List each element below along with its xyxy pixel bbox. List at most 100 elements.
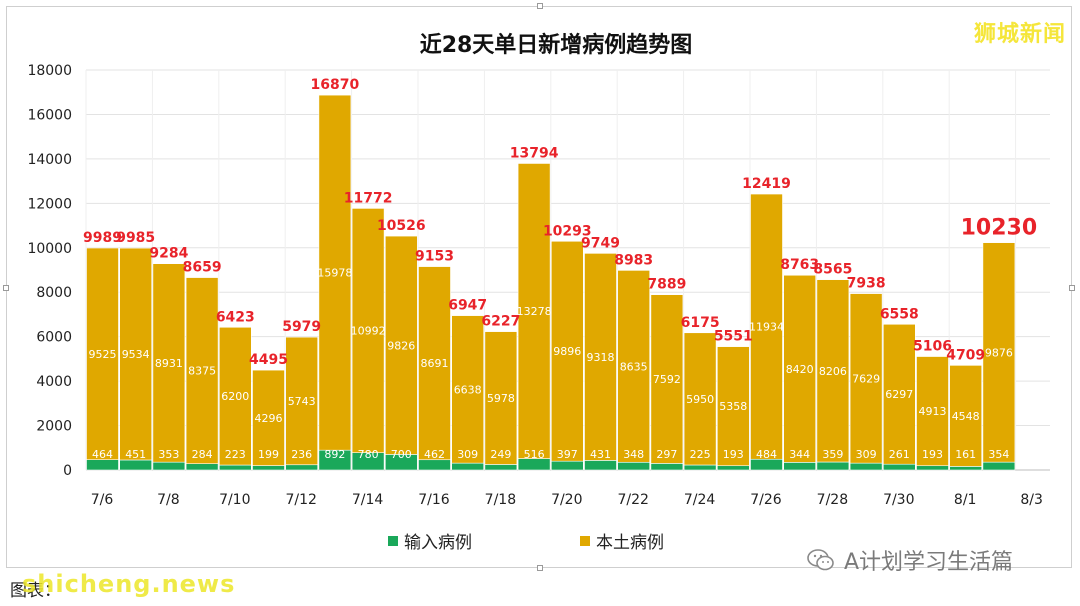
data-label-imported: 225: [690, 448, 711, 461]
bar-imported: [86, 459, 119, 471]
y-tick-label: 16000: [27, 107, 72, 123]
data-label-imported: 397: [557, 448, 578, 461]
bar-imported: [982, 461, 1016, 471]
data-label-imported: 236: [291, 448, 312, 461]
bar-imported: [716, 465, 750, 471]
data-label-total: 6423: [216, 309, 255, 325]
data-label-imported: 451: [125, 448, 146, 461]
data-label-total: 10293: [543, 223, 592, 239]
data-label-local: 9318: [587, 351, 615, 364]
bar-local: [252, 369, 285, 466]
bar-imported: [119, 459, 152, 471]
bar-local: [351, 208, 385, 453]
y-tick-label: 14000: [27, 152, 72, 168]
data-label-imported: 484: [756, 448, 777, 461]
resize-handle-left-middle[interactable]: [3, 285, 9, 291]
bar-local: [451, 315, 485, 464]
legend: 输入病例 本土病例: [388, 528, 664, 553]
bar-local: [384, 235, 418, 455]
data-label-imported: 249: [490, 448, 511, 461]
bar-imported: [185, 463, 219, 471]
data-label-local: 11934: [749, 321, 784, 334]
y-tick-label: 10000: [27, 241, 72, 257]
data-label-imported: 431: [590, 448, 611, 461]
resize-handle-top-center[interactable]: [537, 3, 543, 9]
data-label-total: 10230: [961, 216, 1038, 241]
bar-local: [484, 331, 518, 465]
data-label-local: 15978: [317, 267, 352, 280]
y-tick-label: 0: [63, 463, 72, 479]
data-label-total: 13794: [510, 145, 559, 161]
data-labels: 464 9525 9989 451 9534 9985 353 8931 9284 284 8375…: [83, 77, 1037, 461]
data-label-total: 5551: [714, 329, 753, 345]
data-label-total: 5106: [913, 339, 952, 355]
data-label-imported: 354: [988, 448, 1009, 461]
data-label-local: 6638: [454, 383, 482, 396]
source-label: 图表：: [10, 581, 61, 601]
bar-imported: [285, 464, 319, 471]
data-label-local: 6200: [221, 390, 249, 403]
bar-imported: [683, 464, 717, 471]
data-label-imported: 161: [955, 448, 976, 461]
resize-handle-right-middle[interactable]: [1069, 285, 1075, 291]
data-label-imported: 223: [225, 448, 246, 461]
data-label-imported: 462: [424, 448, 445, 461]
data-label-total: 8565: [813, 262, 852, 278]
x-tick-label: 7/14: [352, 492, 384, 508]
bar-local: [318, 94, 352, 451]
bar-local: [418, 266, 451, 461]
data-label-imported: 261: [889, 448, 910, 461]
x-tick-label: 7/12: [285, 492, 316, 508]
bar-imported: [816, 461, 850, 471]
bar-local: [617, 270, 651, 463]
x-tick-label: 8/3: [1020, 492, 1043, 508]
data-label-imported: 516: [524, 448, 545, 461]
data-label-local: 8635: [620, 360, 648, 373]
y-tick-label: 6000: [36, 330, 72, 346]
data-label-total: 9989: [83, 230, 122, 246]
bar-local: [152, 263, 186, 463]
data-label-local: 8420: [786, 363, 814, 376]
bar-local: [816, 279, 850, 463]
x-tick-label: 7/26: [750, 492, 782, 508]
x-tick-label: 7/10: [219, 492, 250, 508]
bar-imported: [550, 460, 584, 471]
x-tick-label: 8/1: [954, 492, 977, 508]
data-label-local: 5950: [686, 393, 714, 406]
bar-local: [119, 247, 152, 461]
data-label-local: 10992: [351, 325, 386, 338]
y-tick-label: 4000: [36, 374, 72, 390]
bars: [86, 94, 1016, 471]
data-label-local: 9896: [553, 345, 581, 358]
x-axis-ticks: 7/6 7/8 7/10 7/12 7/14 7/16 7/18 7/20 7/22 7/24 7/…: [91, 492, 1043, 508]
data-label-local: 9525: [89, 348, 117, 361]
legend-item-local: 本土病例: [580, 528, 664, 553]
x-tick-label: 7/24: [684, 492, 716, 508]
data-label-total: 6558: [880, 306, 919, 322]
x-tick-label: 7/30: [883, 492, 914, 508]
data-label-total: 4495: [249, 352, 288, 368]
y-tick-label: 12000: [27, 196, 72, 212]
data-label-imported: 309: [856, 448, 877, 461]
resize-handle-bottom-center[interactable]: [537, 565, 543, 571]
bar-local: [949, 365, 983, 467]
y-tick-label: 2000: [36, 419, 72, 435]
data-label-local: 9826: [387, 339, 415, 352]
data-label-local: 8206: [819, 365, 847, 378]
bar-imported: [451, 462, 485, 471]
data-label-imported: 193: [922, 448, 943, 461]
bar-local: [750, 193, 783, 460]
data-label-local: 5743: [288, 395, 316, 408]
data-label-total: 10526: [377, 218, 426, 234]
bar-imported: [418, 459, 451, 471]
data-label-imported: 700: [391, 448, 412, 461]
bar-imported: [916, 465, 949, 471]
bar-local: [285, 336, 319, 466]
bar-local: [849, 293, 883, 464]
data-label-total: 11772: [344, 190, 393, 206]
data-label-local: 7629: [852, 372, 880, 385]
x-tick-label: 7/18: [485, 492, 516, 508]
bar-imported: [949, 466, 983, 471]
x-tick-label: 7/16: [418, 492, 450, 508]
